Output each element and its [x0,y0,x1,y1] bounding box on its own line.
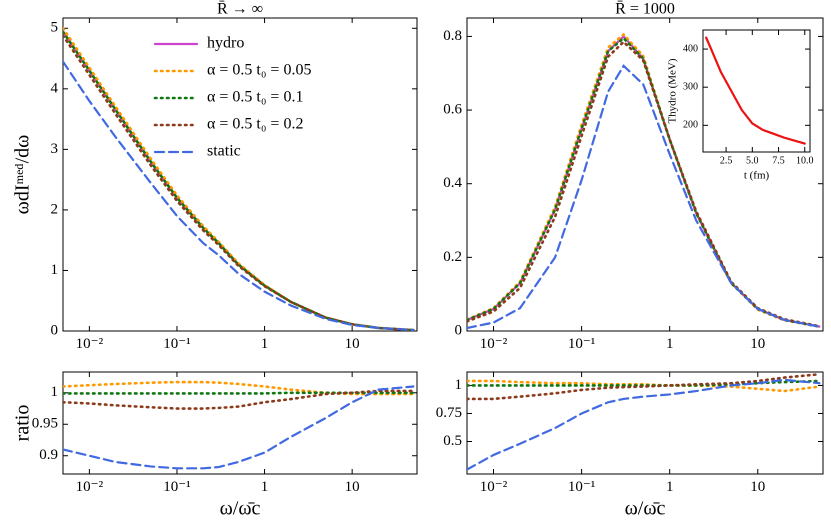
panel: 10⁻² 10⁻¹ 1 10 0 1 2 3 4 5 R̄ → ∞ ωdIᵐᵉᵈ/dω hydro α =… [12,1,418,352]
x-tick-label: 10⁻² [480,479,508,495]
y-tick-label: 0.9 [39,447,58,463]
x-tick-label: 10⁻¹ [163,336,190,352]
y-tick-label: 3 [51,141,59,157]
plot-area [62,371,418,475]
y-axis-label: ωdIᵐᵉᵈ/dω [12,135,34,215]
series-group [705,36,806,145]
data-line [467,64,821,330]
data-line [467,379,821,387]
legend-label: α = 0.5 t₀ = 0.05 [207,62,311,79]
y-tick-label: 0.5 [443,433,462,449]
y-tick-label: 2 [51,201,59,217]
legend-label: hydro [207,35,244,52]
x-tick-label: 10⁻² [480,336,508,352]
data-line [63,60,415,331]
y-tick-label: 5 [51,20,59,36]
data-line [63,30,415,331]
data-line [467,40,821,328]
x-tick-label: 10⁻² [76,479,104,495]
y-tick-label: 300 [683,81,698,92]
x-tick-label: 10⁻¹ [568,336,595,352]
series-group [63,380,415,470]
y-tick-label: 4 [51,80,59,96]
y-tick-label: 0.95 [32,416,58,432]
y-tick-label: 0.75 [436,405,462,421]
y-tick-label: 200 [683,120,698,131]
plot-area [466,371,824,475]
y-tick-label: 0.6 [443,101,462,117]
x-tick-label: 10⁻² [76,336,104,352]
panel-title: R̄ → ∞ [217,1,263,18]
data-line [63,385,415,470]
y-tick-label: 0 [455,322,463,338]
y-axis-label: ratio [12,405,34,442]
x-tick-label: 10 [750,479,765,495]
panel: 2.5 5.0 7.5 10.0 200 300 400 t (fm) Thydro (MeV) [667,29,814,182]
y-tick-label: 0.2 [443,249,462,265]
legend-label: static [207,143,241,160]
y-tick-label: 0.4 [443,175,462,191]
y-axis-label: Thydro (MeV) [667,58,679,123]
x-axis-label: ω/ω̄c [625,498,666,520]
y-tick-label: 1 [51,262,59,278]
x-tick-label: 10 [750,336,765,352]
series-group [467,372,821,471]
x-tick-label: 5.0 [746,155,759,166]
x-tick-label: 1 [666,479,674,495]
x-axis-label: t (fm) [744,170,770,182]
x-tick-label: 10⁻¹ [163,479,190,495]
panel-title: R̄ = 1000 [615,1,675,18]
data-line [467,379,821,393]
series-group [467,32,821,330]
data-line [467,372,821,401]
x-axis-label: ω/ω̄c [220,498,261,520]
x-tick-label: 1 [666,336,674,352]
x-tick-label: 10⁻¹ [568,479,595,495]
data-line [705,36,806,145]
legend-label: α = 0.5 t₀ = 0.2 [207,116,303,133]
data-line [467,378,821,471]
series-group [63,26,415,331]
y-tick-label: 1 [51,384,59,400]
x-tick-label: 10 [345,479,360,495]
x-tick-label: 10 [345,336,360,352]
x-tick-label: 7.5 [772,155,785,166]
y-tick-label: 400 [683,43,698,54]
legend-label: α = 0.5 t₀ = 0.1 [207,89,303,106]
plot-area [62,17,418,332]
y-tick-label: 0.8 [443,28,462,44]
x-tick-label: 2.5 [720,155,733,166]
plot-area [702,29,811,153]
y-tick-label: 1 [455,377,463,393]
data-line [63,391,415,395]
x-tick-label: 1 [261,336,269,352]
x-tick-label: 1 [261,479,269,495]
x-tick-label: 10.0 [796,155,814,166]
y-tick-label: 0 [51,322,59,338]
